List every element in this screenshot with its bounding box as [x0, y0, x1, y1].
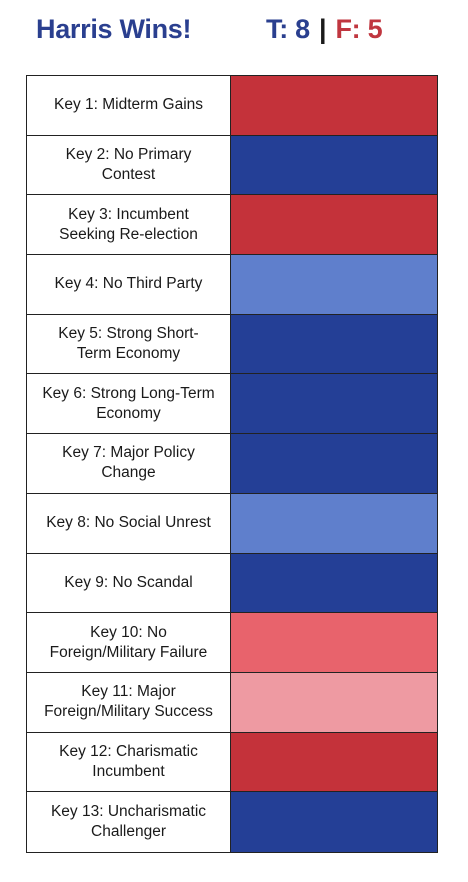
key-label: Key 10: No Foreign/Military Failure [27, 613, 231, 672]
key-row-4: Key 4: No Third Party [27, 255, 437, 315]
key-label: Key 4: No Third Party [27, 255, 231, 314]
key-row-10: Key 10: No Foreign/Military Failure [27, 613, 437, 673]
key-status-swatch [231, 493, 437, 553]
key-row-8: Key 8: No Social Unrest [27, 493, 437, 554]
keys-table: Key 1: Midterm Gains Key 2: No Primary C… [26, 75, 438, 853]
key-row-2: Key 2: No Primary Contest [27, 135, 437, 196]
key-status-swatch [231, 613, 437, 672]
key-status-swatch [231, 76, 437, 135]
score-separator: | [319, 14, 327, 44]
key-status-swatch [231, 255, 437, 314]
key-status-swatch [231, 732, 437, 792]
score-tally: T: 8 | F: 5 [266, 14, 383, 45]
false-count: F: 5 [335, 14, 383, 44]
key-status-swatch [231, 195, 437, 255]
key-status-swatch [231, 553, 437, 613]
key-status-swatch [231, 672, 437, 732]
key-status-swatch [231, 135, 437, 195]
page-title: Harris Wins! [36, 14, 192, 44]
key-label: Key 2: No Primary Contest [27, 135, 231, 195]
key-status-swatch [231, 374, 437, 434]
key-label: Key 7: Major Policy Change [27, 434, 231, 493]
key-label: Key 11: Major Foreign/Military Success [27, 672, 231, 732]
key-label: Key 12: Charismatic Incumbent [27, 732, 231, 792]
key-status-swatch [231, 434, 437, 493]
key-label: Key 9: No Scandal [27, 553, 231, 613]
key-label: Key 5: Strong Short- Term Economy [27, 314, 231, 374]
true-count: T: 8 [266, 14, 310, 44]
key-label: Key 13: Uncharismatic Challenger [27, 792, 231, 852]
key-label: Key 6: Strong Long-Term Economy [27, 374, 231, 434]
key-row-11: Key 11: Major Foreign/Military Success [27, 672, 437, 733]
key-row-12: Key 12: Charismatic Incumbent [27, 732, 437, 793]
key-row-3: Key 3: Incumbent Seeking Re-election [27, 195, 437, 256]
key-label: Key 3: Incumbent Seeking Re-election [27, 195, 231, 255]
key-status-swatch [231, 792, 437, 852]
key-status-swatch [231, 314, 437, 374]
key-row-6: Key 6: Strong Long-Term Economy [27, 374, 437, 435]
key-row-13: Key 13: Uncharismatic Challenger [27, 792, 437, 852]
key-label: Key 1: Midterm Gains [27, 76, 231, 135]
key-row-5: Key 5: Strong Short- Term Economy [27, 314, 437, 375]
key-row-1: Key 1: Midterm Gains [27, 76, 437, 136]
key-label: Key 8: No Social Unrest [27, 493, 231, 553]
key-row-7: Key 7: Major Policy Change [27, 434, 437, 494]
key-row-9: Key 9: No Scandal [27, 553, 437, 614]
header: Harris Wins! T: 8 | F: 5 [0, 0, 468, 70]
